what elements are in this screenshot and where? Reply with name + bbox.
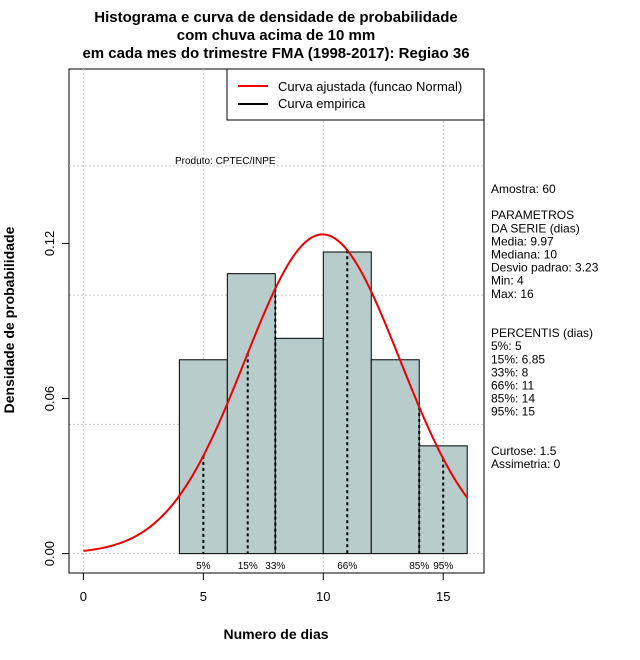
percentile-labels: 5% 15% 33% 66% 85% 95% bbox=[196, 561, 453, 572]
y-tick-label: 0.06 bbox=[42, 386, 57, 411]
percentile-label: 33% bbox=[265, 561, 285, 572]
title-line: com chuva acima de 10 mm bbox=[177, 27, 375, 44]
percentile-label: 66% bbox=[337, 561, 357, 572]
x-axis: 0 5 10 15 bbox=[80, 572, 450, 604]
legend-label-empirical: Curva empirica bbox=[278, 96, 366, 111]
x-tick-label: 10 bbox=[316, 589, 330, 604]
stats-line: 95%: 15 bbox=[491, 405, 535, 419]
stats-line: PERCENTIS (dias) bbox=[491, 326, 593, 340]
histogram-bars bbox=[178, 251, 468, 555]
stats-line: Assimetria: 0 bbox=[491, 457, 561, 471]
x-tick-label: 0 bbox=[80, 589, 87, 604]
y-axis: 0.00 0.06 0.12 bbox=[42, 231, 70, 566]
x-tick-label: 5 bbox=[200, 589, 207, 604]
percentile-label: 5% bbox=[196, 561, 211, 572]
y-tick-label: 0.00 bbox=[42, 541, 57, 566]
percentile-label: 95% bbox=[433, 561, 453, 572]
y-tick-label: 0.12 bbox=[42, 231, 57, 256]
percentile-label: 85% bbox=[409, 561, 429, 572]
normal-fit-curve bbox=[83, 233, 469, 552]
stats-line: Min: 4 bbox=[491, 274, 524, 288]
stats-line: 66%: 11 bbox=[491, 379, 534, 393]
stats-line: Media: 9.97 bbox=[491, 234, 554, 248]
chart-title: Histograma e curva de densidade de proba… bbox=[82, 9, 469, 62]
x-tick-label: 15 bbox=[436, 589, 450, 604]
y-axis-label: Densidade de probabilidade bbox=[1, 226, 17, 413]
legend: Curva ajustada (funcao Normal) Curva emp… bbox=[226, 68, 485, 121]
stats-line: Mediana: 10 bbox=[491, 248, 557, 262]
stats-line: Max: 16 bbox=[491, 287, 534, 301]
x-axis-label: Numero de dias bbox=[223, 626, 328, 642]
histogram-bar bbox=[418, 445, 468, 555]
product-annotation: Produto: CPTEC/INPE bbox=[175, 156, 276, 167]
legend-label-fit: Curva ajustada (funcao Normal) bbox=[278, 79, 462, 94]
stats-line: Amostra: 60 bbox=[491, 182, 556, 196]
stats-line: DA SERIE (dias) bbox=[491, 221, 580, 235]
stats-line: 5%: 5 bbox=[491, 339, 522, 353]
histogram-bar bbox=[274, 337, 324, 555]
stats-line: 33%: 8 bbox=[491, 365, 529, 379]
percentile-label: 15% bbox=[238, 561, 258, 572]
stats-line: 15%: 6.85 bbox=[491, 352, 545, 366]
histogram-bar bbox=[226, 273, 276, 555]
legend-box bbox=[226, 68, 485, 121]
stats-line: Curtose: 1.5 bbox=[491, 444, 557, 458]
stats-line: Desvio padrao: 3.23 bbox=[491, 261, 599, 275]
title-line: em cada mes do trimestre FMA (1998-2017)… bbox=[82, 45, 469, 62]
percentile-lines bbox=[202, 250, 445, 554]
stats-line: PARAMETROS bbox=[491, 208, 574, 222]
title-line: Histograma e curva de densidade de proba… bbox=[94, 9, 457, 26]
stats-line: 85%: 14 bbox=[491, 392, 535, 406]
